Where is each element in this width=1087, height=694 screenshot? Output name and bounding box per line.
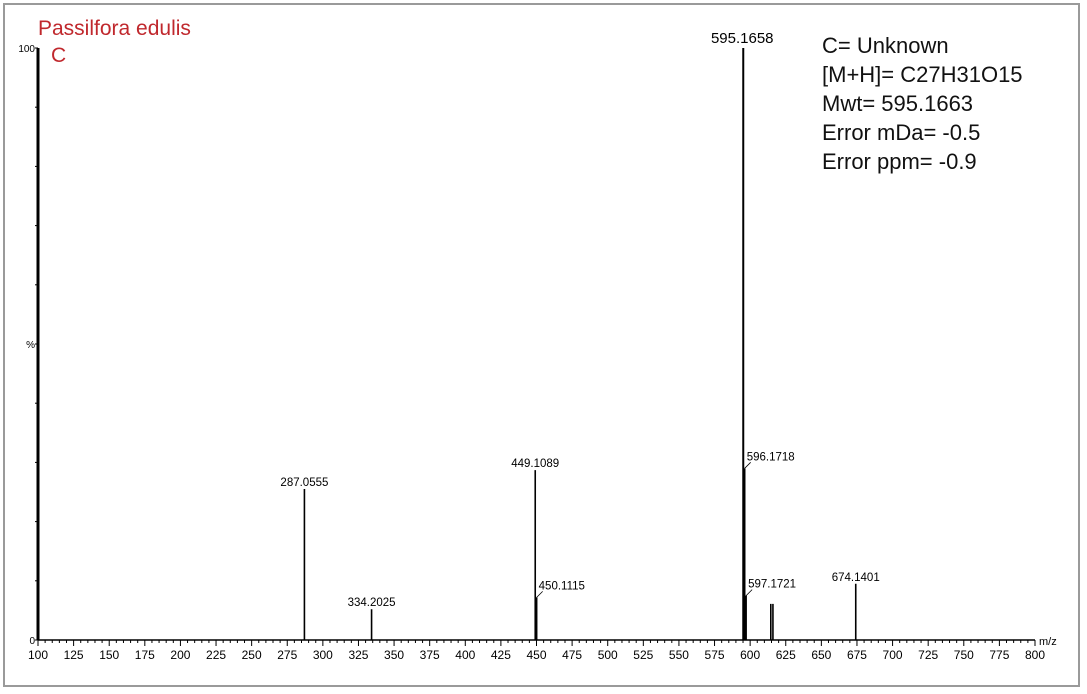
peak-label-leader — [536, 591, 543, 598]
info-line-error-ppm: Error ppm= -0.9 — [822, 149, 977, 174]
y-tick-label: 100 — [18, 44, 35, 55]
x-tick-label: 350 — [384, 648, 404, 662]
peak-label-leader — [745, 589, 753, 596]
x-tick-label: 150 — [99, 648, 119, 662]
x-tick-label: 200 — [170, 648, 190, 662]
peak-label: 334.2025 — [348, 597, 396, 609]
peak-label-leader — [744, 462, 751, 469]
sample-name: Passilfora edulis — [38, 17, 191, 40]
x-tick-label: 175 — [135, 648, 155, 662]
info-line-formula: [M+H]= C27H31O15 — [822, 62, 1023, 87]
chart-frame — [3, 3, 1080, 687]
x-tick-label: 275 — [277, 648, 297, 662]
x-tick-label: 225 — [206, 648, 226, 662]
x-tick-label: 325 — [348, 648, 368, 662]
x-tick-label: 650 — [811, 648, 831, 662]
x-tick-label: 625 — [776, 648, 796, 662]
y-tick-label: 0 — [29, 636, 35, 647]
x-tick-label: 450 — [526, 648, 546, 662]
x-tick-label: 250 — [242, 648, 262, 662]
x-tick-label: 100 — [28, 648, 48, 662]
peak-label: 450.1115 — [539, 580, 585, 592]
x-tick-label: 475 — [562, 648, 582, 662]
x-tick-label: 725 — [918, 648, 938, 662]
peak-label: 449.1089 — [511, 458, 559, 470]
info-line-mwt: Mwt= 595.1663 — [822, 91, 974, 116]
x-axis-label: m/z — [1039, 636, 1057, 648]
x-tick-label: 575 — [705, 648, 725, 662]
peak-label: 674.1401 — [832, 572, 880, 584]
x-tick-label: 525 — [633, 648, 653, 662]
x-tick-label: 600 — [740, 648, 760, 662]
x-tick-label: 775 — [989, 648, 1009, 662]
x-tick-label: 675 — [847, 648, 867, 662]
x-tick-label: 800 — [1025, 648, 1045, 662]
peak-label: 597.1721 — [748, 579, 796, 591]
peak-label: 595.1658 — [711, 30, 774, 47]
x-tick-label: 550 — [669, 648, 689, 662]
x-tick-label: 125 — [64, 648, 84, 662]
info-line-error-mda: Error mDa= -0.5 — [822, 120, 981, 145]
peak-labels: 287.0555 334.2025 449.1089 450.1115 595.1658… — [280, 30, 879, 609]
x-tick-label: 400 — [455, 648, 475, 662]
compound-info: C= Unknown [M+H]= C27H31O15 Mwt= 595.166… — [822, 31, 1023, 176]
x-tick-label: 300 — [313, 648, 333, 662]
x-tick-label: 500 — [598, 648, 618, 662]
x-tick-label: 425 — [491, 648, 511, 662]
info-line-compound: C= Unknown — [822, 33, 949, 58]
x-tick-label: 375 — [420, 648, 440, 662]
peak-label: 287.0555 — [280, 477, 328, 489]
y-tick-label: % — [26, 340, 35, 351]
sample-label: C — [51, 44, 67, 67]
peaks — [303, 48, 857, 640]
peak-label: 596.1718 — [747, 451, 795, 463]
x-tick-label: 750 — [954, 648, 974, 662]
x-tick-label: 700 — [883, 648, 903, 662]
x-ticks: 100 125 150 175 200 225 250 275 300 325 350 375 400 4… — [18, 44, 1056, 662]
